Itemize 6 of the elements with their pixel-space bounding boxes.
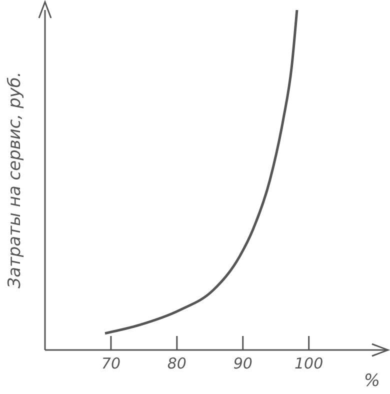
x-tick-label: 90 [233,354,252,373]
x-tick-label: 70 [101,354,121,373]
x-tick-label: 100 [294,354,324,373]
x-axis-title: % [364,371,380,391]
x-tick-label: 80 [167,354,186,373]
y-axis-title: Затраты на сервис, руб. [5,72,26,288]
